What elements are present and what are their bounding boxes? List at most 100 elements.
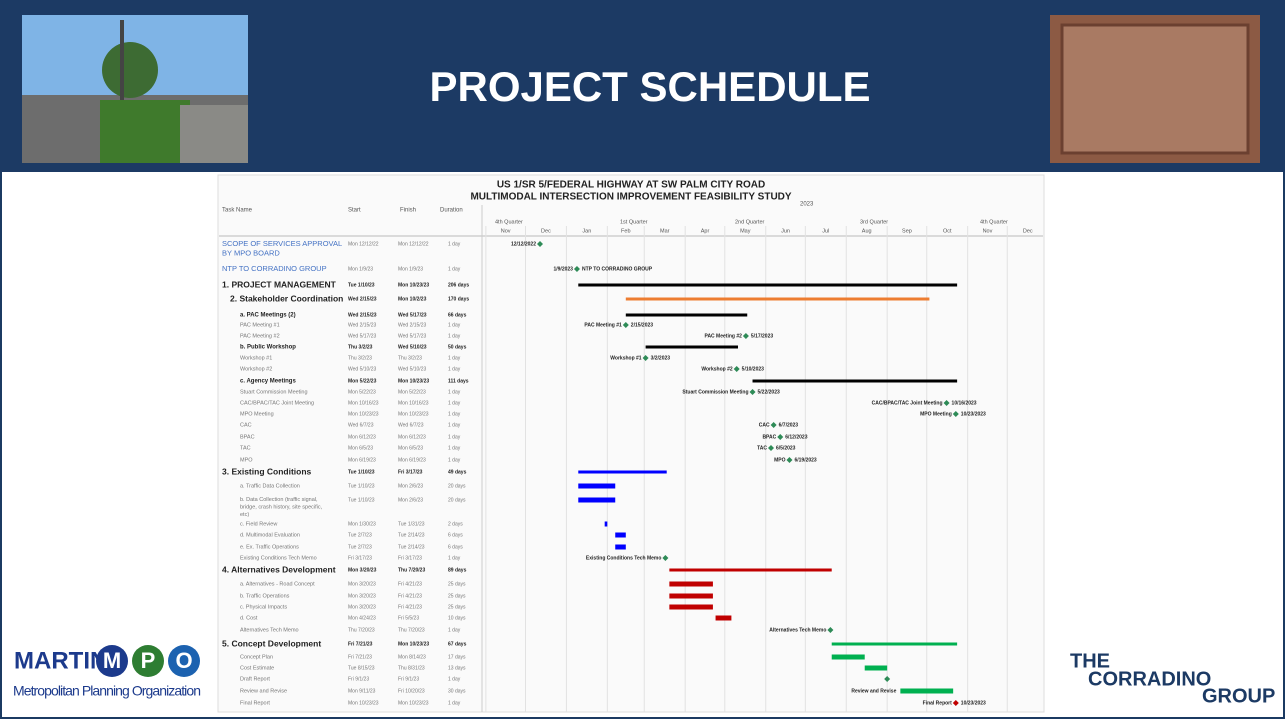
task-start: Thu 3/2/23 [348,355,372,361]
task-duration: 50 days [448,344,467,350]
task-duration: 6 days [448,532,463,538]
task-start: Fri 3/17/23 [348,555,372,561]
task-name: d. Cost [240,615,258,621]
column-header: Duration [440,208,463,214]
month-label: Feb [621,228,630,234]
task-start: Mon 5/22/23 [348,389,376,395]
month-label: Apr [701,228,710,234]
gantt-label: 10/23/2023 [961,411,986,417]
gantt-bar [752,379,958,383]
column-header: Finish [400,208,416,214]
milestone [768,445,774,451]
task-start: Mon 3/20/23 [348,567,377,573]
task-finish: Fri 4/21/23 [398,581,422,587]
milestone [770,422,777,428]
gantt-label: Workshop #1 [610,355,642,361]
task-name: BPAC [240,434,255,440]
task-name: TAC [240,445,251,451]
month-label: Jun [781,228,790,234]
task-finish: Wed 5/17/23 [398,312,427,318]
corradino-logo: THE CORRADINO GROUP [1070,650,1275,707]
task-duration: 49 days [448,469,467,475]
task-finish: Fri 9/1/23 [398,676,419,682]
task-finish: Tue 2/14/23 [398,544,425,550]
logo-text: GROUP [1202,685,1275,707]
task-start: Mon 12/12/22 [348,241,379,247]
task-name: PAC Meeting #1 [240,322,280,328]
gantt-bar [578,497,616,503]
task-name: MPO Meeting [240,411,274,417]
task-finish: Mon 8/14/23 [398,654,426,660]
task-name: b. Public Workshop [240,345,296,351]
task-start: Tue 1/10/23 [348,469,375,475]
task-finish: Wed 6/7/23 [398,422,424,428]
task-start: Mon 4/24/23 [348,615,376,621]
task-name: Final Report [240,700,270,706]
task-finish: Thu 7/20/23 [398,567,425,573]
gantt-label: 6/19/2023 [794,457,816,463]
task-name: 4. Alternatives Development [222,564,336,574]
milestone [952,411,959,417]
task-duration: 1 day [448,400,461,406]
task-finish: Mon 2/6/23 [398,497,423,503]
quarter-label: 4th Quarter [495,219,523,225]
month-label: May [740,228,751,234]
task-finish: Mon 10/23/23 [398,378,429,384]
task-name: Workshop #2 [240,366,272,372]
logo-text: THE [1070,650,1110,672]
task-name: 2. Stakeholder Coordination [230,293,343,303]
task-finish: Wed 5/10/23 [398,344,427,350]
task-name: CAC/BPAC/TAC Joint Meeting [240,400,314,406]
gantt-label: 3/2/2023 [651,355,671,361]
task-name: a. PAC Meetings (2) [240,313,296,319]
task-name: CAC [240,422,252,428]
task-finish: Mon 1/9/23 [398,266,423,272]
month-label: Aug [862,228,872,234]
task-finish: Thu 3/2/23 [398,355,422,361]
milestone [642,355,649,361]
task-name: 5. Concept Development [222,638,321,648]
mpo-name: MARTIN [14,647,107,674]
task-start: Tue 1/10/23 [348,497,375,503]
right-photo [1050,15,1260,163]
task-finish: Wed 2/15/23 [398,322,426,328]
task-duration: 20 days [448,483,466,489]
task-name: 1. PROJECT MANAGEMENT [222,279,337,289]
task-start: Fri 7/21/23 [348,641,373,647]
gantt-label: 12/12/2022 [511,241,536,247]
task-name: MPO [240,457,253,463]
task-name: c. Agency Meetings [240,379,296,385]
left-photo [22,15,248,163]
task-finish: Tue 2/14/23 [398,532,425,538]
task-start: Tue 1/10/23 [348,282,375,288]
task-finish: Mon 10/16/23 [398,400,429,406]
milestone [786,457,793,463]
mpo-logo: MARTIN M P O Metropolitan Planning Organ… [13,645,201,699]
month-label: Dec [1023,228,1033,234]
task-duration: 1 day [448,434,461,440]
task-name: Cost Estimate [240,665,274,671]
gantt-bar [615,544,626,550]
task-start: Mon 10/16/23 [348,400,379,406]
task-name: Draft Report [240,676,270,682]
gantt-label: MPO Meeting [920,411,952,417]
task-name: SCOPE OF SERVICES APPROVAL BY MPO BOARD [222,239,342,258]
month-label: Mar [660,228,670,234]
task-name: a. Traffic Data Collection [240,483,300,489]
task-duration: 170 days [448,296,469,302]
task-finish: Mon 6/12/23 [398,434,426,440]
gantt-label: 5/17/2023 [751,333,773,339]
gantt-bar [831,642,958,646]
task-duration: 30 days [448,688,466,694]
task-duration: 89 days [448,567,467,573]
task-name: Workshop #1 [240,355,272,361]
task-name: a. Alternatives - Road Concept [240,581,315,587]
column-header: Start [348,208,361,214]
gantt-bar [645,345,738,349]
milestone [827,627,834,633]
task-finish: Mon 10/23/23 [398,411,429,417]
task-start: Wed 5/10/23 [348,366,376,372]
gantt-bar [578,283,958,287]
task-duration: 13 days [448,665,466,671]
